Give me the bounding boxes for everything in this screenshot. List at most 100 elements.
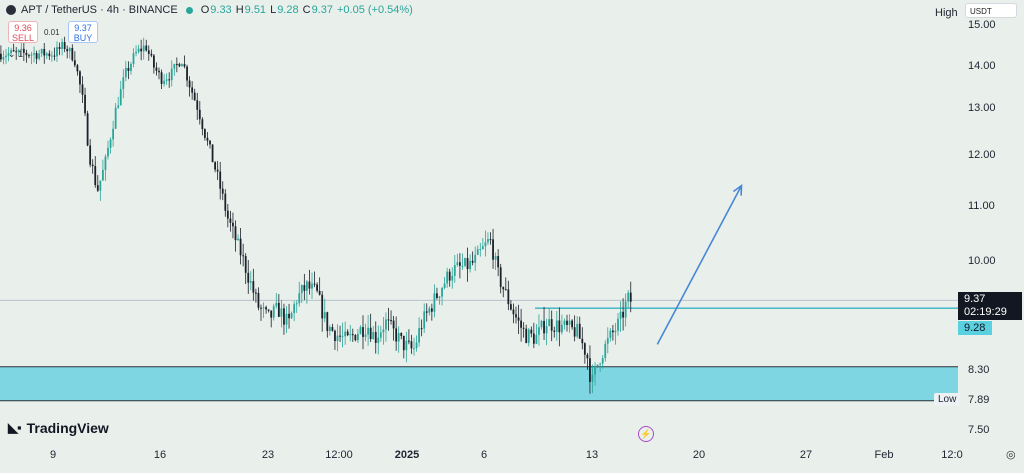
candle-body: [594, 366, 596, 375]
symbol-title[interactable]: APT / TetherUS · 4h · BINANCE: [21, 4, 178, 16]
candle-body: [515, 314, 517, 318]
candle-body: [357, 333, 359, 341]
bar-countdown: 02:19:29: [964, 306, 1007, 318]
candle-body: [99, 180, 102, 191]
candle-body: [300, 285, 303, 294]
candle-body: [459, 262, 461, 266]
candle-body: [58, 47, 61, 49]
y-tick-label: 13.00: [968, 102, 996, 114]
candle-body: [277, 302, 280, 317]
candle-body: [109, 139, 112, 148]
x-tick-label: Feb: [874, 449, 894, 461]
candle-body: [127, 67, 130, 71]
tradingview-logo[interactable]: ◣▪ TradingView: [8, 420, 109, 436]
y-tick-label: 8.30: [968, 364, 990, 376]
candle-body: [43, 49, 46, 56]
candle-body: [402, 335, 405, 351]
candle-body: [232, 222, 234, 227]
candle-body: [196, 100, 199, 110]
candle-body: [425, 311, 428, 313]
open-value: 9.33: [210, 4, 232, 16]
tradingview-icon: ◣▪: [8, 420, 22, 435]
candle-body: [617, 318, 619, 331]
current-price-value: 9.37: [964, 293, 986, 305]
indicator-collapse-toggle[interactable]: ⌄ 1: [8, 49, 24, 59]
price-change: +0.05 (+0.54%): [336, 4, 413, 16]
y-tick-label: 11.00: [968, 200, 995, 212]
candle-body: [423, 311, 426, 329]
candle-body: [147, 50, 150, 54]
candle-body: [117, 105, 120, 108]
candle-body: [119, 89, 122, 106]
candle-body: [306, 281, 308, 291]
candle-body: [211, 144, 214, 163]
candle-body: [33, 53, 35, 55]
lightning-icon[interactable]: ⚡: [638, 426, 654, 442]
ohlc-low: L9.28: [270, 4, 299, 16]
candle-body: [555, 320, 558, 332]
candle-body: [295, 303, 298, 305]
candle-body: [321, 294, 324, 319]
buy-button[interactable]: 9.37 BUY: [68, 21, 98, 43]
candle-body: [436, 293, 438, 298]
candle-body: [550, 319, 553, 331]
candle-body: [474, 254, 477, 263]
candle-body: [481, 246, 484, 250]
candle-body: [303, 285, 306, 291]
candle-body: [68, 47, 71, 52]
candle-body: [466, 258, 469, 270]
candle-body: [165, 79, 168, 81]
candle-body: [512, 309, 515, 315]
y-tick-label: 7.50: [968, 424, 990, 436]
currency-selector[interactable]: USDT: [965, 3, 1017, 18]
demand-zone: [0, 366, 958, 401]
candle-body: [395, 328, 398, 342]
candle-body: [206, 137, 209, 141]
buy-label: BUY: [73, 33, 93, 43]
sell-price: 9.36: [14, 23, 32, 33]
open-label: O: [200, 4, 210, 16]
candle-body: [38, 53, 41, 59]
forecast-arrow[interactable]: [656, 185, 743, 345]
candle-body: [298, 293, 301, 304]
candle-body: [45, 53, 48, 56]
candle-body: [469, 260, 471, 270]
candle-body: [10, 50, 12, 54]
y-tick-label: 12.00: [968, 149, 996, 161]
candle-body: [504, 289, 507, 291]
candle-body: [502, 287, 505, 290]
candle-body: [336, 335, 339, 342]
spread-value: 0.01: [44, 28, 60, 37]
candle-body: [369, 327, 372, 340]
candle-body: [114, 107, 117, 129]
candle-body: [168, 79, 171, 81]
market-status-icon: [185, 6, 193, 14]
candle-body: [221, 188, 224, 194]
candle-body: [497, 256, 500, 268]
candle-body: [124, 67, 127, 78]
sell-button[interactable]: 9.36 SELL: [8, 21, 38, 43]
candle-body: [237, 238, 239, 241]
candle-body: [413, 348, 415, 350]
symbol-legend[interactable]: APT / TetherUS · 4h · BINANCE O9.33 H9.5…: [0, 0, 413, 20]
candle-body: [5, 55, 7, 58]
candle-body: [438, 296, 441, 298]
settings-icon[interactable]: ◎: [1006, 449, 1016, 461]
candles-group: [0, 36, 632, 394]
candle-body: [612, 330, 614, 333]
candle-body: [102, 169, 104, 181]
candle-body: [596, 364, 599, 367]
candle-body: [606, 337, 609, 344]
candle-body: [543, 320, 545, 334]
candle-body: [479, 249, 482, 251]
candle-body: [527, 329, 530, 343]
candle-body: [17, 50, 20, 52]
candle-body: [313, 283, 316, 285]
x-tick-label: 23: [261, 449, 275, 461]
candle-body: [79, 71, 81, 85]
x-tick-label: 12:0: [941, 449, 963, 461]
candle-body: [433, 293, 436, 312]
candle-body: [581, 338, 584, 344]
